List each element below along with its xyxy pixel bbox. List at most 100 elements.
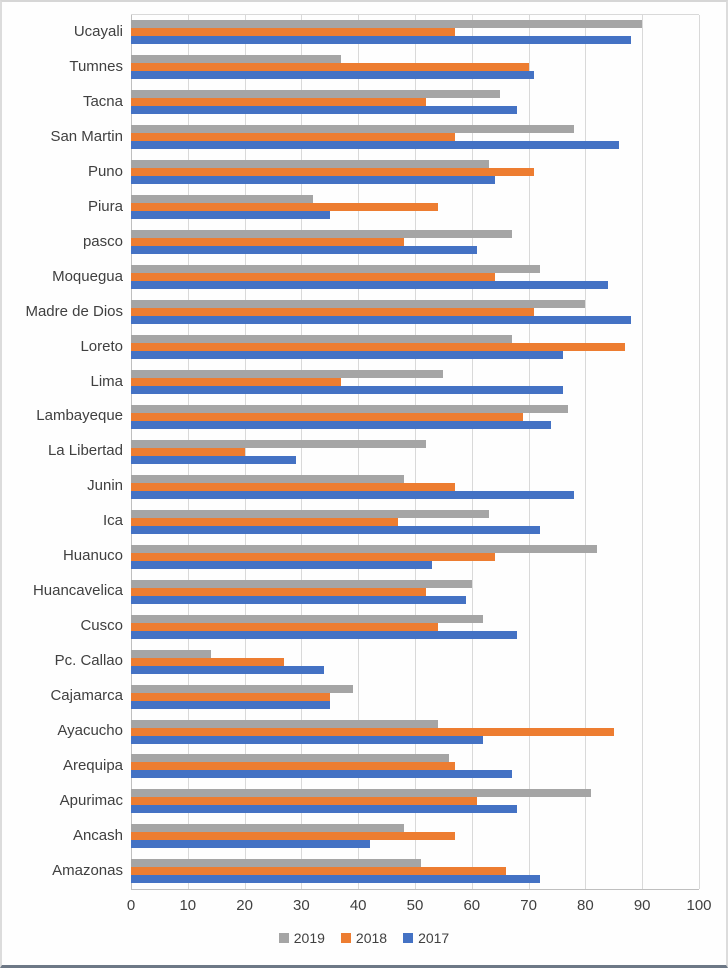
- bar-2019: [131, 544, 597, 553]
- x-tick-label: 60: [463, 897, 481, 914]
- bar-2019: [131, 20, 643, 29]
- bar-row: [131, 714, 699, 749]
- category-label: Lambayeque: [36, 407, 123, 425]
- bar-2018: [131, 587, 427, 596]
- bar-2017: [131, 36, 631, 45]
- bar-2018: [131, 378, 342, 386]
- bar-row: [131, 260, 699, 295]
- x-tick-label: 80: [577, 897, 594, 914]
- value-axis-labels: 0 10 20 30 40 50 60 70 80 90 100: [127, 897, 712, 917]
- gridline: [642, 15, 644, 889]
- category-label: Loreto: [80, 337, 123, 355]
- bar-2018: [131, 657, 285, 666]
- category-label: Moquegua: [52, 267, 123, 285]
- bar-2018: [131, 832, 455, 841]
- bar-2019: [131, 474, 404, 483]
- legend-label: 2019: [293, 930, 325, 946]
- bar-row: [131, 679, 699, 714]
- bar-2018: [131, 63, 529, 72]
- gridline: [699, 15, 700, 889]
- x-tick-label: 70: [520, 897, 537, 914]
- bar-2019: [131, 509, 489, 518]
- bar-2017: [131, 106, 518, 115]
- bar-row: [131, 504, 699, 539]
- bar-2017: [131, 176, 495, 185]
- bar-2019: [131, 579, 472, 588]
- bar-row: [131, 50, 699, 85]
- bar-2019: [131, 824, 404, 833]
- category-label: Huancavelica: [32, 582, 123, 600]
- bar-row: [131, 644, 699, 679]
- bar-2017: [131, 665, 325, 674]
- bar-row: [131, 85, 699, 120]
- x-tick-label: 0: [126, 897, 136, 914]
- legend-item: 2019: [278, 930, 325, 946]
- bar-row: [131, 295, 699, 330]
- gridline: [244, 15, 246, 889]
- legend-swatch-icon: [340, 933, 351, 943]
- bar-2018: [131, 727, 614, 736]
- legend-item: 2018: [340, 930, 388, 946]
- bar-2018: [131, 133, 455, 142]
- bar-row: [131, 819, 699, 854]
- bar-2018: [131, 98, 427, 107]
- category-label: Apurimac: [59, 791, 123, 809]
- bar-2018: [131, 238, 404, 247]
- bar-2019: [131, 754, 450, 763]
- bar-2019: [131, 55, 342, 64]
- x-tick-label: 20: [236, 897, 253, 914]
- bar-row: [131, 190, 699, 225]
- bar-2017: [131, 700, 330, 709]
- bar-2019: [131, 439, 427, 448]
- bar-2017: [131, 840, 370, 849]
- legend-swatch-icon: [403, 933, 414, 943]
- gridline: [471, 15, 473, 889]
- bar-2017: [131, 805, 518, 814]
- legend-swatch-icon: [278, 933, 289, 943]
- category-label: Madre de Dios: [25, 302, 123, 320]
- category-label: San Martin: [50, 127, 123, 145]
- category-label: Lima: [90, 372, 123, 390]
- bar-2017: [131, 281, 609, 290]
- bar-2018: [131, 308, 535, 317]
- bar-row: [131, 120, 699, 155]
- bar-2019: [131, 404, 569, 413]
- gridline: [415, 15, 416, 889]
- bar-2018: [131, 482, 455, 491]
- bar-rows: [131, 15, 699, 889]
- category-label: Cusco: [80, 617, 123, 635]
- bar-2019: [131, 300, 586, 309]
- x-tick-label: 50: [406, 897, 424, 914]
- bar-row: [131, 365, 699, 400]
- bar-2018: [131, 447, 245, 456]
- bar-2018: [131, 168, 535, 177]
- category-label: Puno: [87, 162, 123, 180]
- bar-2019: [131, 90, 501, 99]
- bar-2019: [131, 335, 512, 344]
- category-label: Junin: [87, 477, 123, 495]
- bar-2018: [131, 797, 478, 806]
- category-label: Piura: [87, 197, 123, 215]
- bar-row: [131, 399, 699, 434]
- bar-2017: [131, 351, 563, 360]
- gridline: [528, 15, 530, 889]
- bar-row: [131, 539, 699, 574]
- bar-2017: [131, 735, 484, 744]
- bar-2017: [131, 595, 467, 604]
- category-label: La Libertad: [47, 442, 123, 460]
- category-label: Arequipa: [62, 756, 123, 774]
- x-tick-label: 90: [633, 897, 651, 914]
- bar-row: [131, 15, 699, 50]
- bar-2017: [131, 525, 540, 534]
- bar-2019: [131, 684, 353, 693]
- bar-2018: [131, 28, 455, 37]
- bar-2018: [131, 517, 398, 526]
- category-label: Tumnes: [69, 57, 123, 75]
- bar-row: [131, 609, 699, 644]
- legend-label: 2018: [355, 930, 388, 946]
- x-tick-label: 100: [686, 897, 712, 914]
- bar-2019: [131, 649, 211, 658]
- bar-row: [131, 434, 699, 469]
- legend: 2019 2018 2017: [2, 930, 726, 946]
